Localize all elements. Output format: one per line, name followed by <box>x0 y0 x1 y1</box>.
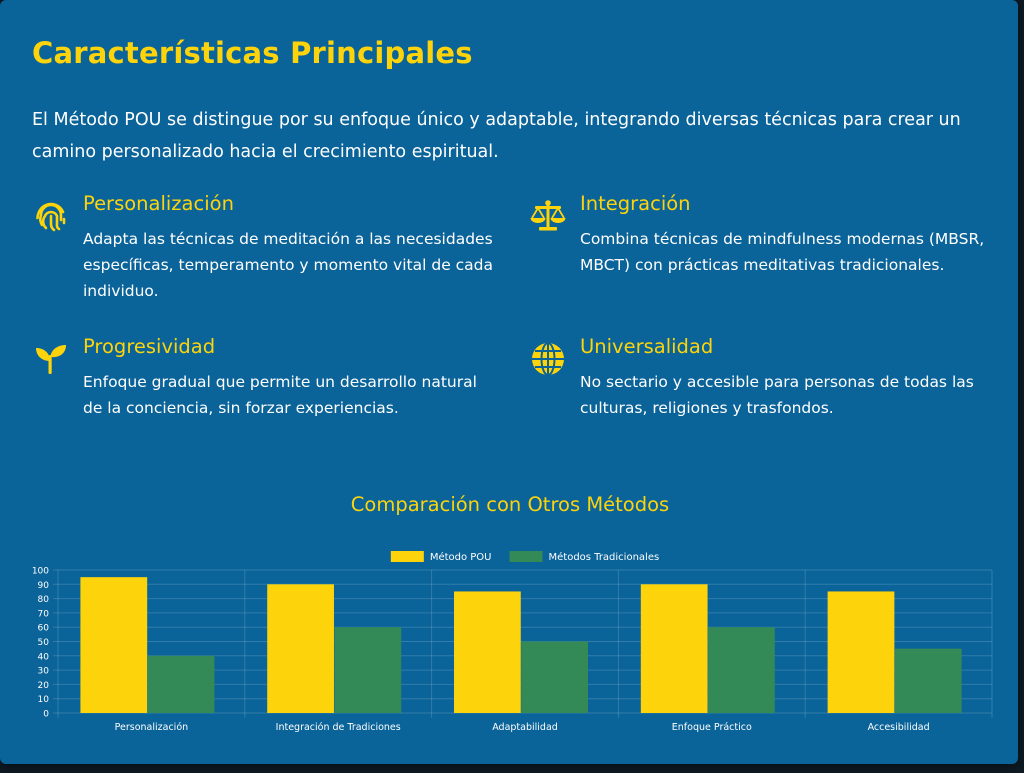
x-tick-label: Adaptabilidad <box>492 722 558 733</box>
bar-metodo-pou <box>267 584 334 713</box>
bar-metodos-tradicionales <box>894 648 962 713</box>
bar-metodo-pou <box>80 577 148 713</box>
chart-title: Comparación con Otros Métodos <box>350 493 670 516</box>
y-tick-label: 70 <box>38 609 50 619</box>
chart-legend: Método POU Métodos Tradicionales <box>390 551 660 563</box>
bar-metodo-pou <box>827 591 895 713</box>
bar-metodo-pou <box>640 584 708 713</box>
bar-metodos-tradicionales <box>147 655 215 713</box>
y-tick-label: 40 <box>38 652 50 662</box>
legend-item: Método POU <box>390 551 492 563</box>
bar-metodos-tradicionales <box>521 641 589 713</box>
legend-swatch <box>509 551 543 562</box>
globe-icon <box>532 342 564 376</box>
x-tick-label: Integración de Tradiciones <box>276 722 401 733</box>
y-tick-label: 0 <box>43 710 49 720</box>
seedling-icon <box>36 345 66 374</box>
feature-description: No sectario y accesible para personas de… <box>580 373 974 417</box>
bar-metodo-pou <box>454 591 521 713</box>
comparison-bar-chart: 0 10 20 30 40 50 60 70 80 90 100 Personalización Int… <box>32 551 993 733</box>
y-tick-label: 60 <box>38 624 50 634</box>
y-tick-label: 50 <box>38 638 50 648</box>
y-tick-label: 100 <box>32 567 49 577</box>
legend-label: Método POU <box>430 551 492 563</box>
legend-label: Métodos Tradicionales <box>549 551 660 563</box>
y-tick-label: 10 <box>38 695 50 705</box>
feature-description: Enfoque gradual que permite un desarroll… <box>83 373 477 417</box>
y-tick-label: 80 <box>38 595 50 605</box>
x-tick-label: Enfoque Práctico <box>672 722 752 733</box>
feature-title: Integración <box>580 192 691 215</box>
feature-description: Combina técnicas de mindfulness modernas… <box>580 230 985 274</box>
legend-swatch <box>390 551 424 562</box>
x-tick-label: Personalización <box>115 722 189 733</box>
intro-paragraph: El Método POU se distingue por su enfoqu… <box>32 110 961 162</box>
page-title: Características Principales <box>32 36 473 70</box>
feature-title: Universalidad <box>580 335 714 358</box>
y-tick-label: 90 <box>38 581 50 591</box>
y-tick-label: 20 <box>38 681 50 691</box>
bar-metodos-tradicionales <box>334 627 402 713</box>
feature-title: Progresividad <box>83 335 216 358</box>
legend-item: Métodos Tradicionales <box>509 551 660 563</box>
balance-scale-icon <box>530 200 566 231</box>
y-tick-label: 30 <box>38 667 50 677</box>
bar-metodos-tradicionales <box>708 627 775 713</box>
fingerprint-icon <box>36 202 66 232</box>
x-tick-label: Accesibilidad <box>868 722 930 733</box>
feature-title: Personalización <box>83 192 234 215</box>
feature-description: Adapta las técnicas de meditación a las … <box>83 230 494 300</box>
